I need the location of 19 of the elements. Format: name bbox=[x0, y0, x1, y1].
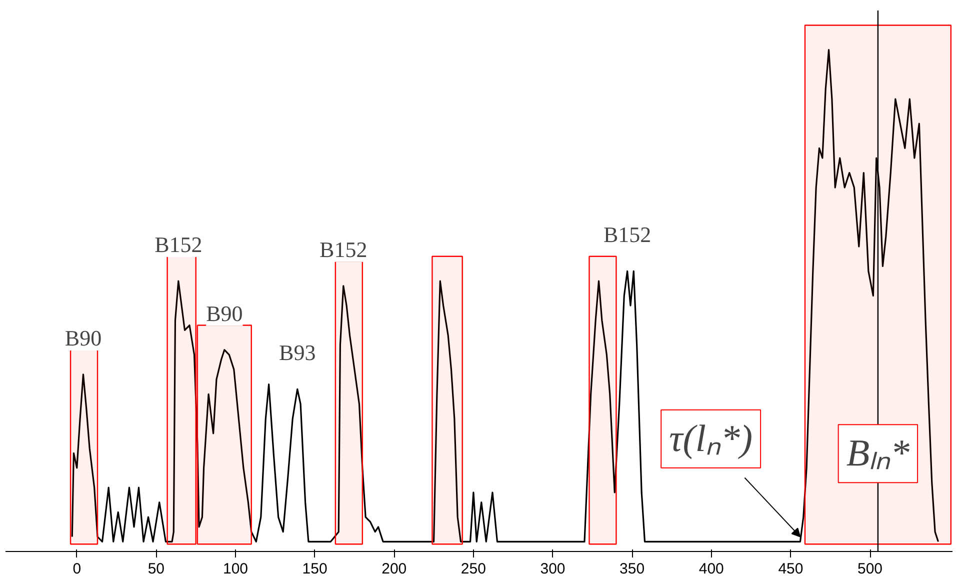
annotation: B152 bbox=[154, 232, 202, 257]
annotation: B152 bbox=[320, 236, 368, 262]
annotation: B90 bbox=[64, 325, 102, 350]
x-tick-label: 500 bbox=[858, 560, 883, 576]
x-tick-label: 400 bbox=[698, 560, 724, 576]
x-tick-label: 250 bbox=[460, 560, 486, 576]
x-tick-label: 350 bbox=[620, 560, 645, 576]
annotation: τ(lₙ*) bbox=[669, 418, 753, 460]
annotation: Bₗₙ* bbox=[846, 432, 910, 475]
x-tick-label: 300 bbox=[540, 560, 566, 576]
annotation: B152 bbox=[603, 222, 652, 248]
x-tick-label: 450 bbox=[778, 560, 804, 576]
x-tick-label: 100 bbox=[222, 560, 248, 576]
x-tick-label: 150 bbox=[302, 560, 328, 576]
annotation: B90 bbox=[206, 300, 243, 326]
x-tick-label: 50 bbox=[148, 560, 165, 576]
x-tick-label: 0 bbox=[72, 560, 82, 576]
x-tick-label: 200 bbox=[382, 560, 407, 576]
annotation: B93 bbox=[279, 340, 316, 366]
